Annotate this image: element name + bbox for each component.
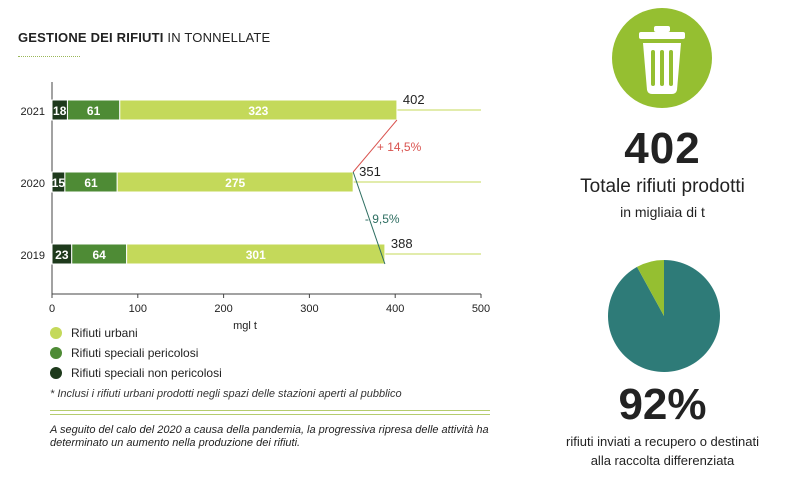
chart-title: GESTIONE DEI RIFIUTI IN TONNELLATE <box>18 30 270 45</box>
bar-value-label: 301 <box>246 248 266 262</box>
legend-swatch-non-pericolosi <box>50 367 62 379</box>
commentary-note: A seguito del calo del 2020 a causa dell… <box>50 424 489 449</box>
x-tick-label: 500 <box>472 303 490 315</box>
bar-segment-urbani <box>119 99 398 121</box>
legend-swatch-urbani <box>50 327 62 339</box>
bar-value-label: 64 <box>93 248 107 262</box>
footnote: * Inclusi i rifiuti urbani prodotti negl… <box>50 388 402 400</box>
title-underline <box>18 56 80 57</box>
recovery-label: rifiuti inviati a recupero o destinati a… <box>520 432 805 470</box>
x-tick-label: 300 <box>300 303 318 315</box>
legend-label-urbani: Rifiuti urbani <box>71 326 138 340</box>
chart-title-bold: GESTIONE DEI RIFIUTI <box>18 30 164 45</box>
total-waste-unit: in migliaia di t <box>620 204 705 220</box>
bar-value-label: 15 <box>52 176 66 190</box>
change-label: + 14,5% <box>377 140 422 154</box>
bar-total-label: 402 <box>403 92 425 107</box>
x-tick-label: 100 <box>129 303 147 315</box>
note-rule-bottom <box>50 414 490 415</box>
total-waste-label: Totale rifiuti prodotti <box>580 176 745 197</box>
trash-icon <box>639 26 685 94</box>
bar-total-label: 351 <box>359 164 381 179</box>
bar-segment-urbani <box>126 243 386 265</box>
x-tick-label: 400 <box>386 303 404 315</box>
recovery-label-line1: rifiuti inviati a recupero o destinati <box>566 434 759 449</box>
bar-total-label: 388 <box>391 236 413 251</box>
x-axis-label: mgl t <box>233 320 257 332</box>
legend-item-pericolosi: Rifiuti speciali pericolosi <box>50 346 198 360</box>
legend-item-non-pericolosi: Rifiuti speciali non pericolosi <box>50 366 222 380</box>
category-label: 2021 <box>21 106 45 118</box>
bar-value-label: 18 <box>53 104 67 118</box>
chart-title-unit: IN TONNELLATE <box>167 30 271 45</box>
bar-value-label: 275 <box>225 176 245 190</box>
legend-label-pericolosi: Rifiuti speciali pericolosi <box>71 346 199 360</box>
x-tick-label: 200 <box>214 303 232 315</box>
recovery-percent: 92% <box>618 380 707 429</box>
pie-slice-other <box>637 260 664 316</box>
bar-value-label: 323 <box>248 104 268 118</box>
bar-value-label: 61 <box>87 104 101 118</box>
total-waste-value: 402 <box>624 124 701 173</box>
legend-label-non-pericolosi: Rifiuti speciali non pericolosi <box>71 366 222 380</box>
x-tick-label: 0 <box>49 303 55 315</box>
note-rule-top <box>50 410 490 411</box>
category-label: 2019 <box>21 250 45 262</box>
bar-value-label: 23 <box>55 248 69 262</box>
legend-swatch-pericolosi <box>50 347 62 359</box>
change-connector <box>352 171 386 265</box>
legend-item-urbani: Rifiuti urbani <box>50 326 138 340</box>
recovery-pie-chart <box>608 260 720 372</box>
bar-value-label: 61 <box>84 176 98 190</box>
change-label: - 9,5% <box>365 212 400 226</box>
bar-segment-urbani <box>116 171 354 193</box>
recovery-label-line2: alla raccolta differenziata <box>590 453 735 468</box>
trash-badge <box>612 8 712 108</box>
change-connector <box>352 119 398 173</box>
category-label: 2020 <box>21 178 45 190</box>
